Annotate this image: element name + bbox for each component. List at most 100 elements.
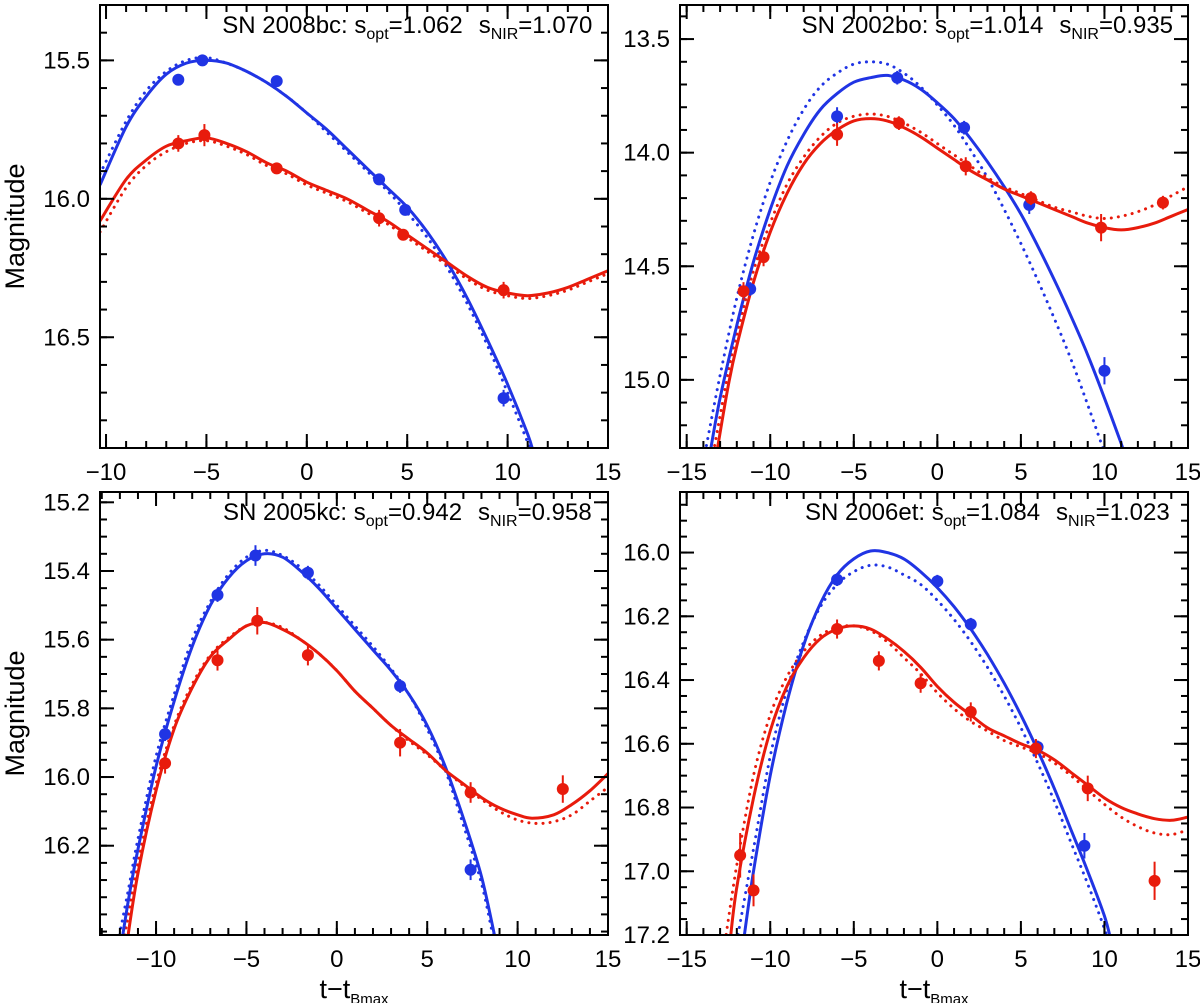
nir-solid-curve: [729, 624, 1188, 935]
y-tick-label: 15.0: [623, 367, 670, 394]
nir-dotted-curve: [123, 620, 608, 935]
nir-data-point: [914, 677, 927, 690]
optical-data-point: [249, 549, 262, 562]
optical-data-point: [891, 71, 904, 84]
optical-data-point: [373, 173, 386, 186]
plot-frame: [679, 491, 1189, 936]
optical-data-point: [831, 573, 844, 586]
optical-data-point: [964, 618, 977, 631]
nir-data-point: [394, 736, 407, 749]
x-tick-label: 0: [931, 459, 944, 486]
optical-solid-curve: [742, 549, 1112, 935]
optical-data-point: [301, 566, 314, 579]
y-tick-label: 15.8: [43, 695, 90, 722]
nir-solid-curve: [126, 620, 608, 935]
panel-sn-2008bc: −10 −5 0 5 10 15 15.5 16.0 16.5 SN 2008bc: sopt=1…: [0, 4, 622, 486]
optical-data-point: [464, 863, 477, 876]
optical-data-point: [394, 680, 407, 693]
nir-data-point: [872, 654, 885, 667]
x-tick-label: −5: [840, 946, 867, 973]
x-tick-label: 10: [494, 459, 521, 486]
optical-data-point: [159, 728, 172, 741]
y-tick-label: 14.5: [623, 253, 670, 280]
panel-title: SN 2002bo: sopt=1.014 sNIR=0.935: [802, 12, 1173, 43]
y-tick-label: 14.0: [623, 140, 670, 167]
x-tick-label: 15: [1175, 459, 1200, 486]
panel-sn-2002bo: −15 −10 −5 0 5 10 15 13.5 14.0 14.5 15.0 SN 2002bo:…: [623, 4, 1200, 486]
nir-dotted-curve: [712, 112, 1188, 448]
nir-data-point: [251, 614, 264, 627]
panel-sn-2006et: −15 −10 −5 0 5 10 15 16.0 16.2 16.4 16.6 16.8 17.0 17…: [623, 491, 1200, 1003]
nir-data-point: [959, 160, 972, 173]
nir-data-point: [172, 137, 185, 150]
x-tick-label: 10: [1091, 946, 1118, 973]
optical-dotted-curve: [100, 55, 532, 448]
optical-solid-curve: [709, 73, 1125, 448]
optical-solid-curve: [100, 58, 534, 448]
nir-data-point: [198, 129, 211, 142]
nir-data-point: [757, 251, 770, 264]
x-tick-label: 15: [1175, 946, 1200, 973]
y-axis-label: Magnitude: [0, 650, 30, 776]
optical-data-point: [211, 589, 224, 602]
nir-data-point: [1148, 874, 1161, 887]
y-tick-label: 16.5: [43, 324, 90, 351]
x-tick-label: −5: [840, 459, 867, 486]
x-axis-label: t−tBmax: [319, 974, 389, 1003]
y-tick-label: 16.0: [623, 540, 670, 567]
y-tick-label: 15.2: [43, 489, 90, 516]
nir-data-point: [734, 849, 747, 862]
x-tick-label: −5: [233, 946, 260, 973]
y-tick-label: 16.2: [43, 833, 90, 860]
optical-data-point: [399, 203, 412, 216]
panel-sn-2005kc: −10 −5 0 5 10 15 15.2 15.4 15.6 15.8 16.0 16.2 SN 20…: [0, 489, 621, 1003]
nir-data-point: [831, 623, 844, 636]
y-tick-label: 17.0: [623, 858, 670, 885]
optical-dotted-curve: [704, 60, 1105, 448]
x-tick-label: 10: [504, 946, 531, 973]
y-tick-label: 16.8: [623, 795, 670, 822]
nir-data-point: [497, 284, 510, 297]
x-tick-label: 5: [421, 946, 434, 973]
nir-data-point: [1029, 742, 1042, 755]
x-tick-label: 0: [931, 946, 944, 973]
optical-data-point: [270, 75, 283, 88]
optical-data-point: [172, 73, 185, 86]
x-tick-label: 15: [595, 946, 622, 973]
nir-data-point: [1081, 782, 1094, 795]
optical-data-point: [958, 121, 971, 134]
nir-data-point: [373, 212, 386, 225]
y-tick-label: 15.5: [43, 47, 90, 74]
x-tick-label: 5: [1014, 459, 1027, 486]
nir-data-point: [831, 128, 844, 141]
y-tick-label: 16.4: [623, 667, 670, 694]
x-tick-label: 0: [300, 459, 313, 486]
panel-title: SN 2006et: sopt=1.084 sNIR=1.023: [805, 499, 1170, 530]
y-tick-label: 16.6: [623, 731, 670, 758]
optical-data-point: [1078, 839, 1091, 852]
y-tick-label: 16.0: [43, 764, 90, 791]
x-tick-label: 5: [1014, 946, 1027, 973]
nir-solid-curve: [100, 136, 608, 298]
optical-data-point: [196, 54, 209, 67]
nir-data-point: [747, 884, 760, 897]
y-tick-label: 16.2: [623, 603, 670, 630]
nir-data-point: [270, 162, 283, 175]
nir-data-point: [1095, 221, 1108, 234]
y-tick-label: 17.2: [623, 922, 670, 949]
nir-data-point: [1156, 196, 1169, 209]
plot-frame: [679, 4, 1189, 449]
x-tick-label: 0: [330, 946, 343, 973]
nir-data-point: [892, 117, 905, 130]
x-tick-label: −10: [750, 946, 791, 973]
y-tick-label: 15.4: [43, 558, 90, 585]
x-tick-label: −15: [666, 459, 707, 486]
x-tick-label: 15: [595, 459, 622, 486]
nir-data-point: [397, 228, 410, 241]
nir-dotted-curve: [100, 139, 608, 301]
nir-data-point: [964, 705, 977, 718]
nir-data-point: [464, 786, 477, 799]
x-tick-label: −10: [136, 946, 177, 973]
